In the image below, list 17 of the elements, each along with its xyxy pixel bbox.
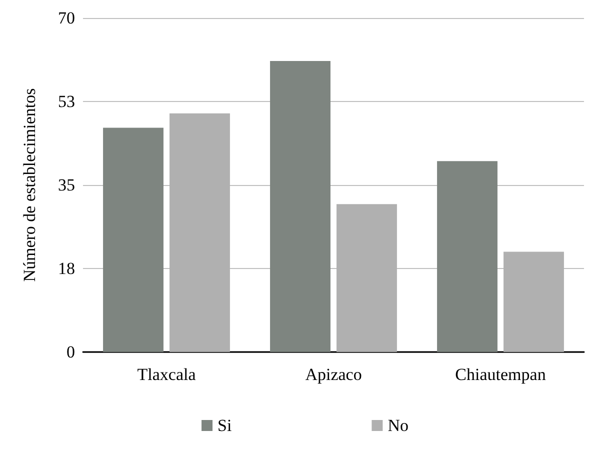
bar bbox=[170, 113, 230, 352]
x-tick-label: Tlaxcala bbox=[137, 365, 196, 384]
y-tick-label: 18 bbox=[58, 259, 75, 278]
bar bbox=[504, 252, 564, 352]
x-tick-label: Chiautempan bbox=[455, 365, 546, 384]
x-tick-label: Apizaco bbox=[305, 365, 362, 384]
bar bbox=[103, 128, 164, 352]
y-tick-label: 0 bbox=[66, 342, 75, 362]
legend-label: No bbox=[388, 416, 408, 435]
y-tick-label: 70 bbox=[58, 8, 75, 28]
legend-label: Si bbox=[218, 416, 232, 435]
bar bbox=[270, 60, 330, 352]
bar bbox=[437, 161, 498, 352]
y-tick-label: 35 bbox=[58, 176, 75, 194]
bar bbox=[336, 204, 397, 352]
y-tick-label: 53 bbox=[58, 92, 75, 111]
y-axis-title: Número de establecimientos bbox=[20, 88, 39, 282]
